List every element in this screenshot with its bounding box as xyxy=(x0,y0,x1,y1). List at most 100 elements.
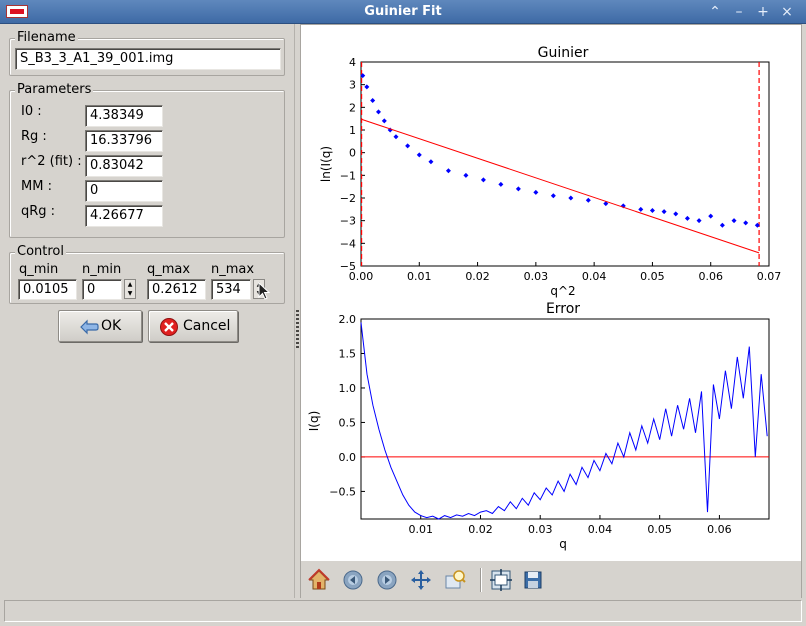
back-icon[interactable] xyxy=(341,568,365,592)
minimize-button[interactable]: – xyxy=(735,4,743,20)
cancel-button[interactable]: Cancel xyxy=(148,310,238,342)
parameters-group: Parameters I0 : 4.38349 Rg : 16.33796 r^… xyxy=(9,82,285,238)
error-xtick-label: 0.04 xyxy=(588,523,613,536)
guinier-data-point xyxy=(445,168,451,174)
error-ytick-label: 0.0 xyxy=(339,451,357,464)
guinier-data-point xyxy=(696,218,702,224)
window-title: Guinier Fit xyxy=(364,4,442,19)
guinier-xlabel: q^2 xyxy=(550,284,575,298)
guinier-data-point xyxy=(661,209,667,215)
divider-grip[interactable] xyxy=(296,310,299,350)
error-ytick-label: 1.5 xyxy=(339,347,357,360)
pane-divider[interactable] xyxy=(294,24,300,598)
left-panel: Filename S_B3_3_A1_39_001.img Parameters… xyxy=(0,24,294,598)
guinier-data-point xyxy=(381,118,387,124)
guinier-ytick-label: 0 xyxy=(349,147,356,160)
n-min-field[interactable]: 0 xyxy=(82,279,122,300)
zoom-icon[interactable] xyxy=(443,568,467,592)
pan-icon[interactable] xyxy=(409,568,433,592)
qrg-label: qRg : xyxy=(21,204,56,219)
chevron-down-icon[interactable]: ▼ xyxy=(127,290,133,297)
guinier-ytick-label: −1 xyxy=(340,169,356,182)
mouse-pointer-icon xyxy=(258,282,271,300)
error-ytick-label: 2.0 xyxy=(339,313,357,326)
cancel-label: Cancel xyxy=(183,318,231,334)
guinier-data-point xyxy=(649,207,655,213)
guinier-data-point xyxy=(405,143,411,149)
subplots-icon[interactable] xyxy=(489,568,513,592)
app-logo-icon xyxy=(6,5,28,18)
n-max-field[interactable]: 534 xyxy=(211,279,251,300)
r2-field[interactable]: 0.83042 xyxy=(85,155,163,177)
q-max-field[interactable]: 0.2612 xyxy=(147,279,206,300)
parameters-legend: Parameters xyxy=(15,82,94,97)
guinier-data-point xyxy=(673,211,679,217)
guinier-ytick-label: 1 xyxy=(349,124,356,137)
error-ytick-label: 0.5 xyxy=(339,416,357,429)
home-icon[interactable] xyxy=(307,568,331,592)
guinier-data-point xyxy=(585,197,591,203)
guinier-title: Guinier xyxy=(538,45,589,61)
guinier-ytick-label: −2 xyxy=(340,192,356,205)
chevron-up-icon[interactable]: ⌃ xyxy=(709,4,721,20)
plot-figure: Guinier 0.00 0.01 0.02 0.03 0.04 0.05 0.06 0.07… xyxy=(301,25,801,561)
guinier-data-point xyxy=(684,215,690,221)
rg-label: Rg : xyxy=(21,129,47,144)
guinier-ytick-label: 2 xyxy=(349,101,356,114)
guinier-data-point xyxy=(568,195,574,201)
back-arrow-icon xyxy=(80,319,99,335)
forward-icon[interactable] xyxy=(375,568,399,592)
guinier-xtick-label: 0.02 xyxy=(465,270,490,283)
close-button[interactable]: × xyxy=(781,4,793,20)
guinier-data-point xyxy=(708,213,714,219)
r2-label: r^2 (fit) : xyxy=(21,154,82,169)
guinier-xtick-label: 0.04 xyxy=(582,270,607,283)
guinier-ytick-label: −3 xyxy=(340,215,356,228)
error-xtick-label: 0.02 xyxy=(468,523,493,536)
guinier-data-point xyxy=(754,222,760,228)
filename-legend: Filename xyxy=(15,30,78,45)
status-bar xyxy=(4,600,802,622)
i0-field[interactable]: 4.38349 xyxy=(85,105,163,127)
rg-field[interactable]: 16.33796 xyxy=(85,130,163,152)
q-min-label: q_min xyxy=(19,262,59,277)
guinier-data-point xyxy=(428,159,434,165)
guinier-data-point xyxy=(370,98,376,104)
save-icon[interactable] xyxy=(521,568,545,592)
n-min-stepper[interactable]: ▲ ▼ xyxy=(124,279,136,299)
guinier-data-point xyxy=(719,222,725,228)
error-title: Error xyxy=(546,301,580,317)
filename-field[interactable]: S_B3_3_A1_39_001.img xyxy=(15,48,281,70)
guinier-xtick-label: 0.00 xyxy=(349,270,374,283)
guinier-xtick-label: 0.03 xyxy=(524,270,549,283)
guinier-data-point xyxy=(387,127,393,133)
cancel-icon xyxy=(160,318,178,336)
guinier-data-point xyxy=(533,189,539,195)
error-xtick-label: 0.01 xyxy=(408,523,433,536)
guinier-data-point xyxy=(480,177,486,183)
guinier-data-point xyxy=(731,218,737,224)
guinier-data-point xyxy=(638,206,644,212)
guinier-chart: Guinier 0.00 0.01 0.02 0.03 0.04 0.05 0.06 0.07… xyxy=(319,45,781,298)
q-min-field[interactable]: 0.0105 xyxy=(18,279,77,300)
guinier-xtick-label: 0.06 xyxy=(698,270,723,283)
chevron-up-icon[interactable]: ▲ xyxy=(127,281,133,288)
mm-label: MM : xyxy=(21,179,52,194)
guinier-ylabel: ln(I(q) xyxy=(319,146,333,182)
error-axes xyxy=(360,318,770,520)
guinier-data-point xyxy=(393,134,399,140)
error-xlabel: q xyxy=(559,537,567,551)
qrg-field[interactable]: 4.26677 xyxy=(85,205,163,227)
guinier-xtick-label: 0.07 xyxy=(757,270,782,283)
error-chart: Error 0.01 0.02 0.03 0.04 0.05 0.06 2.0 1.5 1.0 0… xyxy=(307,301,770,551)
maximize-button[interactable]: + xyxy=(757,4,769,20)
guinier-data-point xyxy=(375,109,381,115)
guinier-ytick-label: 4 xyxy=(349,56,356,69)
error-ytick-label: −0.5 xyxy=(329,485,356,498)
n-max-label: n_max xyxy=(211,262,255,277)
mm-field[interactable]: 0 xyxy=(85,180,163,202)
error-ylabel: I(q) xyxy=(307,411,321,432)
guinier-ytick-label: −5 xyxy=(340,260,356,273)
title-bar: Guinier Fit ⌃ – + × xyxy=(0,0,806,24)
ok-button[interactable]: OK xyxy=(58,310,142,342)
